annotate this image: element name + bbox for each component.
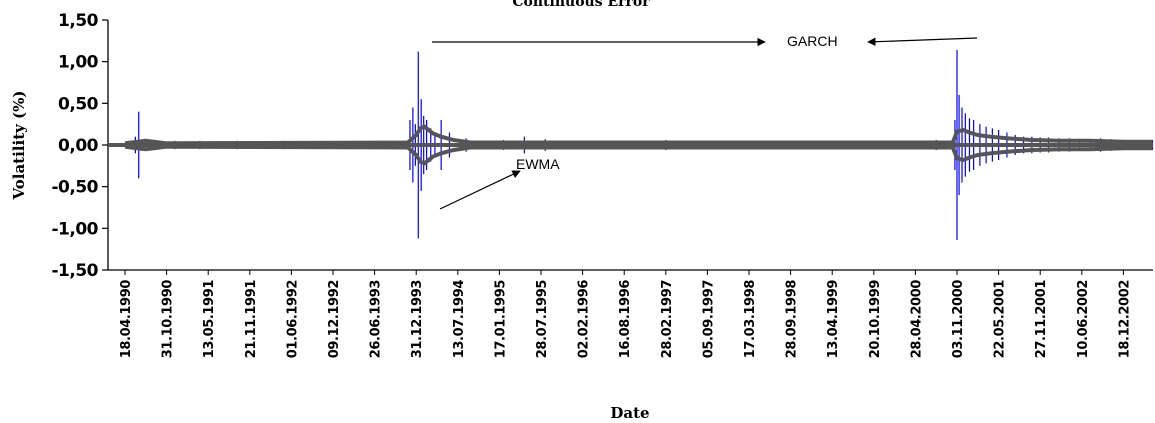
- x-tick-label: 27.11.2001: [1034, 280, 1049, 359]
- x-tick-label: 16.08.1996: [618, 280, 633, 359]
- y-tick-label: -1,00: [52, 219, 99, 239]
- y-tick-label: -1,50: [52, 261, 99, 281]
- series-layer: [108, 50, 1154, 240]
- y-tick-label: 0,50: [58, 94, 99, 114]
- y-tick-label: 1,00: [58, 53, 99, 73]
- chart-title: Continuous Error: [512, 0, 650, 10]
- y-axis-ticks: 1,50 1,00 0,50 0,00 -0,50 -1,00 -1,50: [52, 11, 108, 281]
- x-tick-label: 17.03.1998: [743, 280, 758, 359]
- x-tick-label: 28.09.1998: [785, 280, 800, 359]
- x-tick-label: 31.12.1993: [410, 280, 425, 359]
- ewma-upper-line: [124, 124, 1153, 146]
- annotations: GARCH EWMA: [432, 33, 978, 210]
- x-tick-label: 26.06.1993: [369, 280, 384, 359]
- x-tick-label: 02.02.1996: [577, 280, 592, 359]
- x-tick-label: 10.06.2002: [1076, 280, 1091, 358]
- series-ewma: [124, 124, 1153, 166]
- x-tick-label: 22.05.2001: [993, 280, 1008, 359]
- x-tick-label: 09.12.1992: [327, 280, 342, 358]
- x-tick-label: 05.09.1997: [701, 280, 716, 359]
- y-tick-label: 0,00: [58, 136, 99, 156]
- x-tick-label: 31.10.1990: [161, 280, 176, 359]
- x-axis-title: Date: [610, 404, 649, 422]
- x-tick-label: 13.04.1999: [826, 280, 841, 359]
- y-tick-label: -0,50: [52, 178, 99, 198]
- x-tick-label: 01.06.1992: [285, 280, 300, 358]
- annotation-arrow: [439, 170, 521, 210]
- annotation-garch-label: GARCH: [787, 33, 838, 49]
- ewma-lower-line: [124, 144, 1153, 166]
- x-tick-label: 18.12.2002: [1117, 280, 1132, 358]
- x-tick-label: 17.01.1995: [493, 280, 508, 359]
- x-tick-label: 28.07.1995: [535, 280, 550, 359]
- x-tick-label: 28.04.2000: [909, 280, 924, 359]
- x-tick-label: 13.07.1994: [452, 280, 467, 359]
- y-tick-label: 1,50: [58, 11, 99, 31]
- x-tick-label: 13.05.1991: [202, 280, 217, 359]
- x-tick-label: 20.10.1999: [868, 280, 883, 359]
- x-tick-label: 28.02.1997: [660, 280, 675, 359]
- annotation-ewma-label: EWMA: [516, 156, 560, 172]
- x-tick-label: 03.11.2000: [951, 280, 966, 359]
- x-axis-ticks: 18.04.1990 31.10.1990 13.05.1991 21.11.1991…: [119, 270, 1132, 358]
- x-tick-label: 21.11.1991: [244, 280, 259, 359]
- x-tick-label: 18.04.1990: [119, 280, 134, 359]
- y-axis-title: Volatility (%): [10, 90, 28, 200]
- annotation-arrow: [867, 37, 978, 46]
